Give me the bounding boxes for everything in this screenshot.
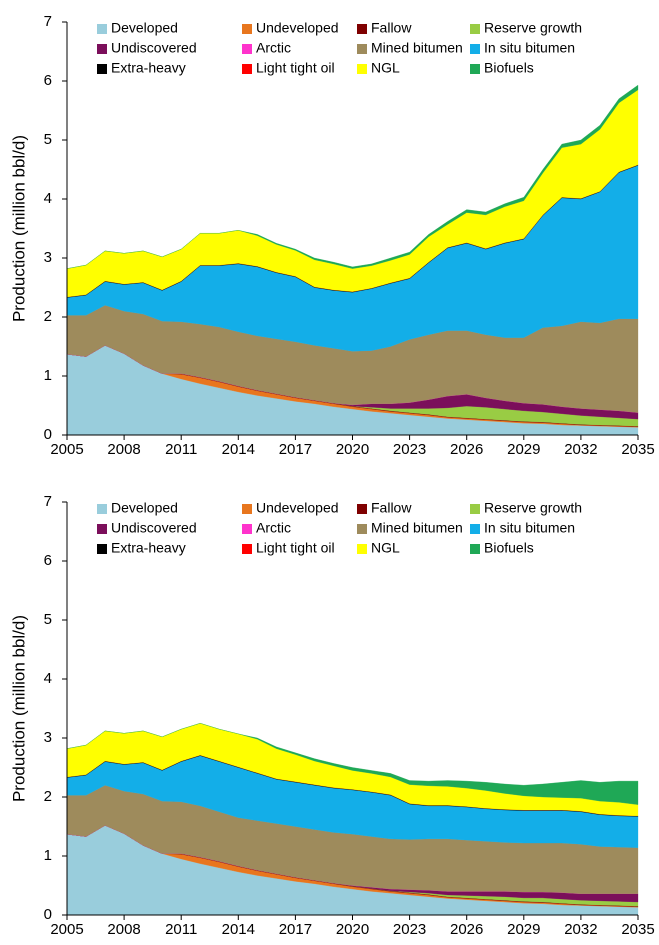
y-tick-label: 4 (44, 190, 52, 207)
legend-label: Fallow (371, 500, 412, 516)
legend-label: Developed (111, 20, 178, 36)
legend-label: Undeveloped (256, 20, 339, 36)
legend-swatch (357, 544, 367, 554)
legend-label: NGL (371, 540, 400, 556)
legend-swatch (357, 524, 367, 534)
y-tick-label: 7 (44, 493, 52, 510)
x-tick-label: 2005 (50, 921, 83, 938)
legend-swatch (242, 24, 252, 34)
legend-label: Undiscovered (111, 520, 197, 536)
x-tick-label: 2035 (621, 441, 654, 458)
legend-label: Arctic (256, 520, 291, 536)
legend-label: Arctic (256, 40, 291, 56)
x-tick-label: 2029 (507, 921, 540, 938)
legend-label: NGL (371, 60, 400, 76)
y-tick-label: 2 (44, 788, 52, 805)
y-tick-label: 5 (44, 611, 52, 628)
x-tick-label: 2008 (107, 441, 140, 458)
legend-swatch (470, 64, 480, 74)
legend-swatch (97, 504, 107, 514)
legend-swatch (470, 544, 480, 554)
x-tick-label: 2020 (336, 441, 369, 458)
y-axis-label: Production (million bbl/d) (9, 615, 28, 802)
y-tick-label: 3 (44, 249, 52, 266)
y-tick-label: 1 (44, 367, 52, 384)
chart: 0 1 2 3 4 5 6 7 2005 2008 2011 2014 2017 2020 2023 2026… (9, 13, 654, 458)
legend-label: Undiscovered (111, 40, 197, 56)
legend-label: Mined bitumen (371, 40, 463, 56)
y-tick-label: 4 (44, 670, 52, 687)
legend-swatch (357, 44, 367, 54)
x-tick-label: 2011 (165, 921, 197, 938)
x-tick-label: 2011 (165, 441, 197, 458)
legend-swatch (97, 64, 107, 74)
y-tick-label: 0 (44, 426, 52, 443)
legend-label: Undeveloped (256, 500, 339, 516)
legend-label: In situ bitumen (484, 520, 575, 536)
x-tick-label: 2029 (507, 441, 540, 458)
legend-swatch (242, 504, 252, 514)
legend-swatch (242, 44, 252, 54)
x-tick-label: 2026 (450, 921, 483, 938)
legend-swatch (97, 524, 107, 534)
legend-swatch (242, 524, 252, 534)
y-tick-label: 6 (44, 552, 52, 569)
legend-swatch (470, 24, 480, 34)
x-tick-label: 2008 (107, 921, 140, 938)
legend-label: Extra-heavy (111, 540, 186, 556)
legend-label: Biofuels (484, 540, 534, 556)
legend-swatch (470, 524, 480, 534)
y-tick-label: 3 (44, 729, 52, 746)
y-tick-label: 1 (44, 847, 52, 864)
legend-label: Reserve growth (484, 20, 582, 36)
x-tick-label: 2032 (564, 441, 597, 458)
x-tick-label: 2023 (393, 921, 426, 938)
legend-swatch (357, 64, 367, 74)
legend-label: In situ bitumen (484, 40, 575, 56)
legend-swatch (97, 44, 107, 54)
legend-swatch (97, 544, 107, 554)
legend-swatch (470, 504, 480, 514)
legend-swatch (357, 504, 367, 514)
legend-swatch (242, 64, 252, 74)
y-tick-label: 0 (44, 906, 52, 923)
x-tick-label: 2017 (279, 441, 312, 458)
legend-label: Light tight oil (256, 540, 335, 556)
y-tick-label: 6 (44, 72, 52, 89)
y-tick-label: 5 (44, 131, 52, 148)
legend-label: Light tight oil (256, 60, 335, 76)
legend-swatch (242, 544, 252, 554)
x-tick-label: 2014 (222, 441, 255, 458)
x-tick-label: 2035 (621, 921, 654, 938)
y-tick-label: 7 (44, 13, 52, 30)
legend-label: Mined bitumen (371, 520, 463, 536)
legend-label: Reserve growth (484, 500, 582, 516)
area-series (66, 84, 639, 269)
x-tick-label: 2005 (50, 441, 83, 458)
legend-label: Biofuels (484, 60, 534, 76)
x-tick-label: 2032 (564, 921, 597, 938)
x-tick-label: 2026 (450, 441, 483, 458)
legend-label: Fallow (371, 20, 412, 36)
chart: 0 1 2 3 4 5 6 7 2005 2008 2011 2014 2017 2020 2023 2026… (9, 493, 654, 938)
legend-label: Developed (111, 500, 178, 516)
x-tick-label: 2020 (336, 921, 369, 938)
legend-label: Extra-heavy (111, 60, 186, 76)
area-series (66, 723, 639, 805)
x-tick-label: 2017 (279, 921, 312, 938)
legend-swatch (470, 44, 480, 54)
legend-swatch (97, 24, 107, 34)
x-tick-label: 2014 (222, 921, 255, 938)
legend-swatch (357, 24, 367, 34)
y-axis-label: Production (million bbl/d) (9, 135, 28, 322)
y-tick-label: 2 (44, 308, 52, 325)
x-tick-label: 2023 (393, 441, 426, 458)
